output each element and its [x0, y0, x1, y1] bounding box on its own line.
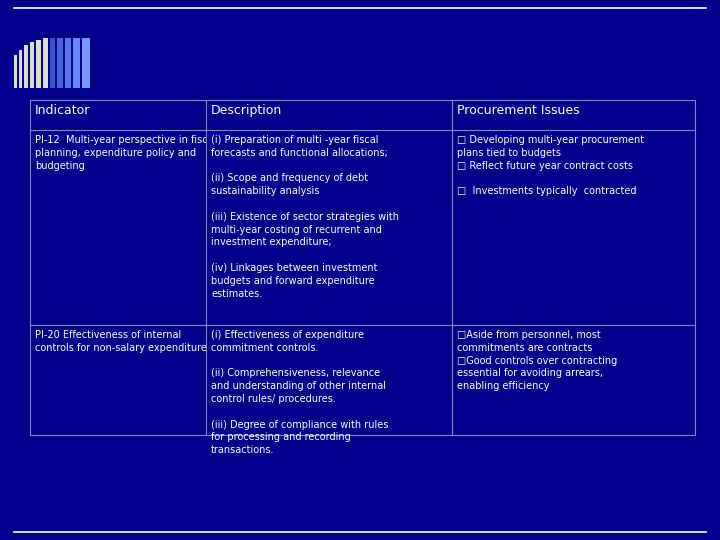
Bar [65, 38, 71, 88]
Bar [73, 38, 80, 88]
Bar [57, 38, 63, 88]
Text: □ Developing multi-year procurement
plans tied to budgets
□ Reflect future year : □ Developing multi-year procurement plan… [457, 135, 644, 196]
Bar [50, 38, 55, 88]
Text: (i) Effectiveness of expenditure
commitment controls.

(ii) Comprehensiveness, r: (i) Effectiveness of expenditure commitm… [211, 330, 389, 455]
Text: Indicator: Indicator [35, 104, 91, 117]
Bar [19, 50, 22, 88]
Bar [14, 55, 17, 88]
Text: PI-20 Effectiveness of internal
controls for non-salary expenditure: PI-20 Effectiveness of internal controls… [35, 330, 207, 353]
Bar [30, 100, 695, 435]
Text: Procurement Issues: Procurement Issues [457, 104, 580, 117]
Text: PI-12  Multi-year perspective in fiscal
planning, expenditure policy and
budgeti: PI-12 Multi-year perspective in fiscal p… [35, 135, 217, 171]
Bar [24, 45, 28, 88]
Bar [82, 38, 90, 88]
Text: (i) Preparation of multi -year fiscal
forecasts and functional allocations;

(ii: (i) Preparation of multi -year fiscal fo… [211, 135, 399, 299]
Text: □Aside from personnel, most
commitments are contracts
□Good controls over contra: □Aside from personnel, most commitments … [457, 330, 618, 391]
Bar [43, 38, 48, 88]
Text: Description: Description [211, 104, 282, 117]
Bar [36, 40, 41, 88]
Bar [30, 42, 34, 88]
